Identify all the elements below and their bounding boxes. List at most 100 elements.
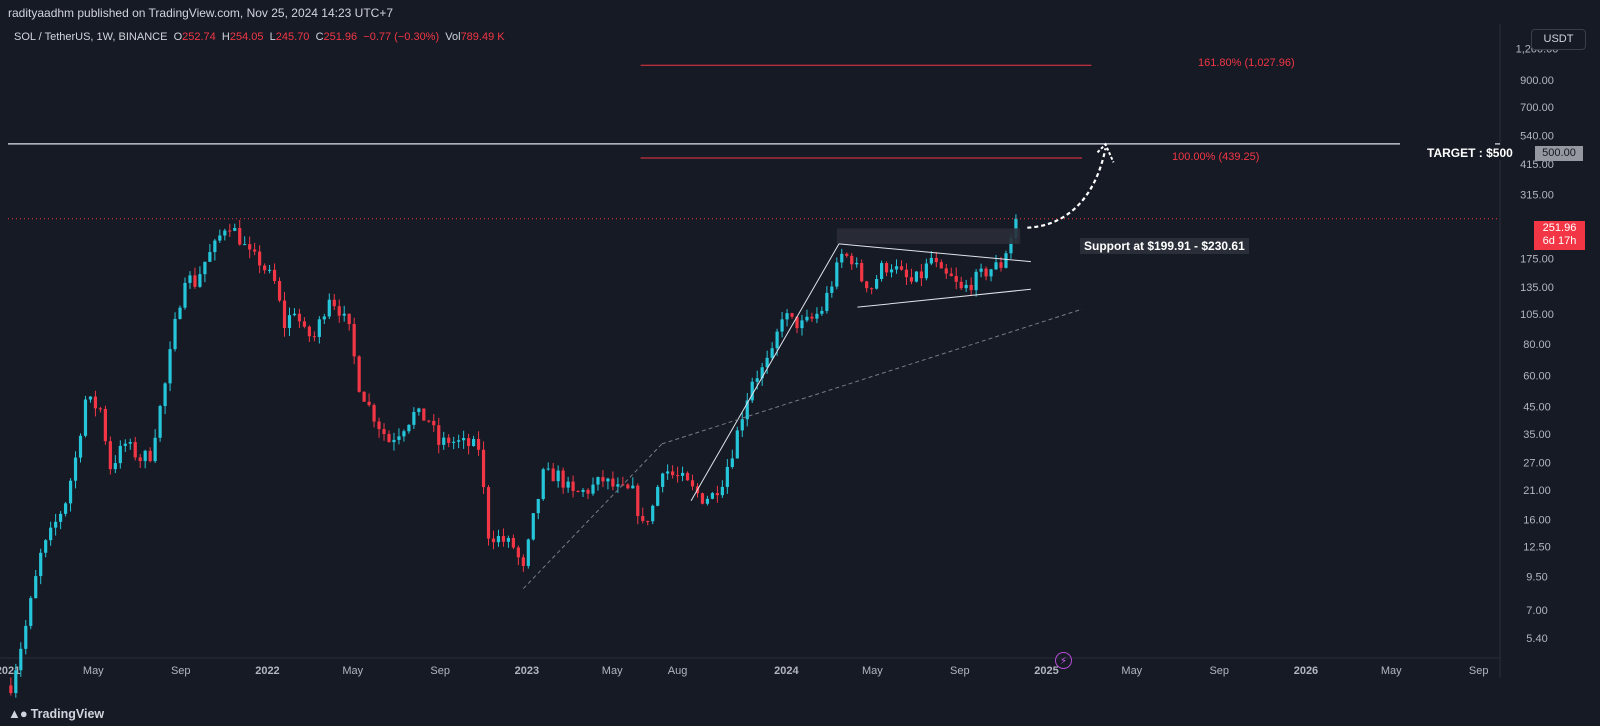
x-tick-label: May bbox=[342, 665, 363, 677]
y-tick-label: 135.00 bbox=[1520, 282, 1554, 294]
candle-body bbox=[641, 516, 645, 521]
lightning-icon[interactable]: ⚡ bbox=[1055, 652, 1072, 669]
candle-body bbox=[785, 313, 789, 320]
candle-body bbox=[327, 299, 331, 317]
close-label: C bbox=[315, 31, 324, 43]
candle-body bbox=[307, 326, 311, 337]
candle-body bbox=[412, 411, 416, 425]
candle-body bbox=[277, 280, 282, 301]
candle-body bbox=[312, 336, 316, 338]
candle-body bbox=[133, 442, 137, 458]
target-label: TARGET : $500 bbox=[1425, 146, 1515, 160]
candle-body bbox=[800, 320, 804, 329]
target-axis-tag: 500.00 bbox=[1535, 146, 1583, 161]
candle-body bbox=[745, 400, 749, 420]
candle-body bbox=[258, 251, 262, 266]
y-tick-label: 21.00 bbox=[1523, 485, 1551, 497]
candle-body bbox=[646, 520, 650, 522]
x-tick-label: Sep bbox=[430, 665, 450, 677]
candle-body bbox=[253, 249, 257, 252]
candle-body bbox=[855, 263, 859, 265]
y-tick-label: 12.50 bbox=[1523, 541, 1551, 553]
high-value: 254.05 bbox=[229, 31, 264, 43]
candle-body bbox=[850, 255, 854, 265]
y-tick-label: 415.00 bbox=[1520, 159, 1554, 171]
candle-body bbox=[680, 472, 685, 476]
candle-body bbox=[571, 481, 575, 491]
candle-body bbox=[725, 466, 729, 487]
candle-body bbox=[860, 263, 864, 282]
candle-body bbox=[840, 253, 844, 263]
candle-body bbox=[153, 437, 157, 462]
candle-body bbox=[471, 438, 476, 447]
candle-body bbox=[790, 313, 794, 317]
candle-body bbox=[581, 489, 585, 492]
candle-body bbox=[193, 275, 197, 287]
candle-body bbox=[700, 493, 705, 504]
candle-body bbox=[397, 436, 401, 440]
candle-body bbox=[203, 261, 207, 275]
candle-body bbox=[810, 316, 814, 319]
x-tick-label: Sep bbox=[1469, 665, 1489, 677]
candle-body bbox=[805, 316, 809, 321]
candle-body bbox=[24, 625, 28, 649]
candle-body bbox=[830, 286, 834, 293]
candle-body bbox=[760, 367, 764, 379]
candle-body bbox=[685, 472, 690, 481]
candle-body bbox=[44, 540, 48, 553]
candle-body bbox=[750, 381, 754, 401]
candle-body bbox=[999, 262, 1003, 268]
candle-body bbox=[506, 537, 511, 542]
candle-body bbox=[845, 253, 849, 256]
x-tick-label: 2022 bbox=[255, 665, 279, 677]
candle-body bbox=[775, 331, 779, 349]
candle-body bbox=[561, 470, 565, 488]
y-tick-label: 175.00 bbox=[1520, 253, 1554, 265]
low-label: L bbox=[269, 31, 276, 43]
candle-body bbox=[486, 487, 491, 539]
y-tick-label: 80.00 bbox=[1523, 339, 1551, 351]
candle-body bbox=[795, 316, 799, 329]
candle-body bbox=[113, 463, 117, 470]
candle-body bbox=[954, 276, 958, 282]
candle-body bbox=[347, 313, 351, 325]
candle-body bbox=[19, 648, 23, 671]
candle-body bbox=[98, 408, 103, 410]
price-chart[interactable]: 1,200.00900.00700.00540.00415.00315.0017… bbox=[0, 0, 1600, 700]
candle-body bbox=[437, 425, 441, 445]
candle-body bbox=[636, 485, 640, 517]
open-value: 252.74 bbox=[182, 31, 216, 43]
candle-body bbox=[302, 321, 307, 327]
candle-body bbox=[462, 438, 466, 441]
candle-body bbox=[780, 319, 784, 332]
candle-body bbox=[68, 480, 73, 504]
impulse-line bbox=[690, 243, 840, 502]
fib-161-label: 161.80% (1,027.96) bbox=[1198, 57, 1295, 69]
candle-body bbox=[536, 499, 540, 514]
candle-body bbox=[626, 484, 630, 489]
close-value: 251.96 bbox=[323, 31, 358, 43]
candle-body bbox=[765, 357, 769, 368]
candle-body bbox=[173, 318, 177, 350]
candle-body bbox=[402, 431, 406, 437]
candle-body bbox=[357, 356, 361, 392]
tradingview-logo[interactable]: ▲● TradingView bbox=[8, 706, 104, 721]
candle-body bbox=[1014, 218, 1018, 239]
candle-body bbox=[591, 484, 595, 494]
projection-arrow bbox=[1027, 148, 1107, 229]
x-tick-label: May bbox=[1121, 665, 1142, 677]
symbol-name: SOL / TetherUS, 1W, BINANCE bbox=[14, 31, 168, 43]
x-tick-label: 2024 bbox=[774, 665, 799, 677]
candle-body bbox=[218, 235, 222, 241]
high-label: H bbox=[221, 31, 230, 43]
currency-button[interactable]: USDT bbox=[1531, 29, 1586, 50]
open-label: O bbox=[173, 31, 183, 43]
candle-body bbox=[163, 383, 167, 407]
candle-body bbox=[442, 437, 446, 445]
candle-body bbox=[690, 480, 695, 487]
candle-body bbox=[297, 313, 302, 322]
candle-body bbox=[989, 269, 993, 277]
last-price-tag: 251.96 6d 17h bbox=[1534, 221, 1585, 250]
candle-body bbox=[939, 262, 943, 269]
candle-body bbox=[820, 310, 824, 314]
